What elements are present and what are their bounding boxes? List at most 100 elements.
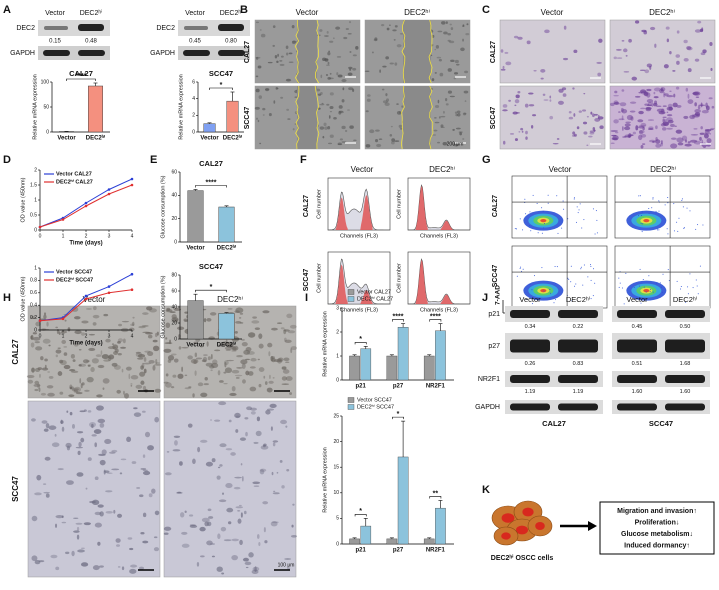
cell-texture bbox=[675, 54, 680, 58]
cell-texture bbox=[99, 422, 105, 428]
event bbox=[651, 207, 653, 209]
cell-texture bbox=[94, 522, 102, 528]
point bbox=[61, 317, 65, 321]
blot-band bbox=[218, 24, 244, 31]
cell-texture bbox=[154, 364, 162, 366]
cell-texture bbox=[226, 507, 234, 513]
blot-band bbox=[558, 339, 598, 353]
cell-texture bbox=[181, 366, 183, 372]
cell-texture bbox=[662, 105, 667, 107]
cell-texture bbox=[34, 560, 41, 565]
event bbox=[619, 282, 621, 284]
event bbox=[666, 228, 668, 230]
cell-texture bbox=[367, 94, 371, 97]
cell-texture bbox=[431, 78, 435, 82]
point bbox=[61, 218, 65, 221]
cell-texture bbox=[276, 471, 279, 474]
cell-texture bbox=[438, 58, 442, 62]
cell-texture bbox=[46, 321, 49, 327]
event bbox=[697, 293, 699, 295]
cell-texture bbox=[647, 119, 655, 121]
cell-texture bbox=[341, 141, 347, 143]
panel-letter: G bbox=[482, 154, 491, 166]
cell-texture bbox=[653, 91, 656, 95]
label: Induced dormancy↑ bbox=[624, 542, 690, 549]
label: Vector bbox=[83, 295, 106, 304]
cell-texture bbox=[204, 377, 208, 381]
cell-texture bbox=[207, 508, 212, 512]
cell-texture bbox=[105, 510, 113, 514]
cell-texture bbox=[69, 411, 73, 416]
cell-texture bbox=[509, 133, 515, 135]
cell-texture bbox=[255, 430, 262, 437]
cell-texture bbox=[386, 27, 390, 31]
cell-texture bbox=[394, 140, 400, 143]
cell-texture bbox=[129, 547, 134, 551]
cell-texture bbox=[558, 88, 564, 93]
cell-texture bbox=[450, 27, 454, 31]
event bbox=[656, 229, 658, 231]
cell-texture bbox=[687, 68, 692, 73]
cell-texture bbox=[163, 526, 172, 531]
panel-letter: J bbox=[482, 292, 488, 304]
point bbox=[38, 225, 42, 229]
significance-label: * bbox=[359, 336, 362, 343]
cell-texture bbox=[270, 521, 278, 527]
x-tick-label: DEC2ʰⁱ bbox=[217, 342, 237, 349]
point bbox=[84, 297, 88, 301]
row-label: SCC47 bbox=[11, 476, 20, 502]
cell-texture bbox=[254, 327, 260, 330]
cell-texture bbox=[34, 380, 40, 385]
cell-texture bbox=[252, 316, 257, 319]
cell-texture bbox=[455, 113, 459, 117]
cell-texture bbox=[165, 337, 168, 340]
cell-texture bbox=[142, 512, 147, 518]
cell-texture bbox=[439, 72, 444, 77]
cell-texture bbox=[274, 55, 278, 59]
cell-texture bbox=[240, 512, 243, 518]
label: p27 bbox=[488, 343, 500, 350]
cell-texture bbox=[638, 110, 644, 115]
cell-texture bbox=[210, 419, 212, 421]
cell-texture bbox=[103, 313, 109, 317]
cell-texture bbox=[563, 25, 567, 30]
cell-texture bbox=[241, 363, 246, 369]
cell-texture bbox=[258, 343, 264, 349]
cell-texture bbox=[71, 388, 80, 391]
wound-edge bbox=[314, 85, 320, 150]
cell-texture bbox=[341, 79, 347, 83]
cell-texture bbox=[563, 57, 569, 61]
cell-texture bbox=[163, 532, 169, 535]
event bbox=[525, 213, 527, 215]
event bbox=[645, 291, 647, 293]
cell-texture bbox=[286, 468, 290, 472]
cell-texture bbox=[513, 35, 519, 39]
cell-texture bbox=[327, 142, 333, 145]
cell-texture bbox=[74, 316, 81, 320]
cell-texture bbox=[179, 461, 183, 466]
cell-texture bbox=[652, 140, 655, 143]
panel-letter: I bbox=[305, 292, 308, 304]
cell-texture bbox=[44, 456, 51, 461]
cell-texture bbox=[319, 126, 325, 130]
cell-texture bbox=[530, 125, 534, 129]
cell-texture bbox=[283, 357, 290, 362]
cell-texture bbox=[349, 125, 354, 129]
cell-texture bbox=[329, 134, 334, 138]
bar bbox=[386, 355, 398, 381]
cell-texture bbox=[272, 376, 275, 379]
event bbox=[578, 209, 580, 211]
cell-texture bbox=[463, 90, 469, 94]
cell-texture bbox=[96, 405, 104, 411]
cell-texture bbox=[258, 333, 263, 339]
cell-texture bbox=[85, 487, 88, 490]
cell-texture bbox=[613, 94, 619, 97]
cell-texture bbox=[611, 137, 618, 141]
cell-texture bbox=[525, 130, 528, 135]
event bbox=[648, 275, 650, 277]
cell-texture bbox=[145, 331, 153, 335]
cell-texture bbox=[219, 464, 223, 467]
cell-texture bbox=[352, 67, 357, 71]
cell-texture bbox=[133, 412, 142, 417]
cell-texture bbox=[459, 132, 462, 136]
